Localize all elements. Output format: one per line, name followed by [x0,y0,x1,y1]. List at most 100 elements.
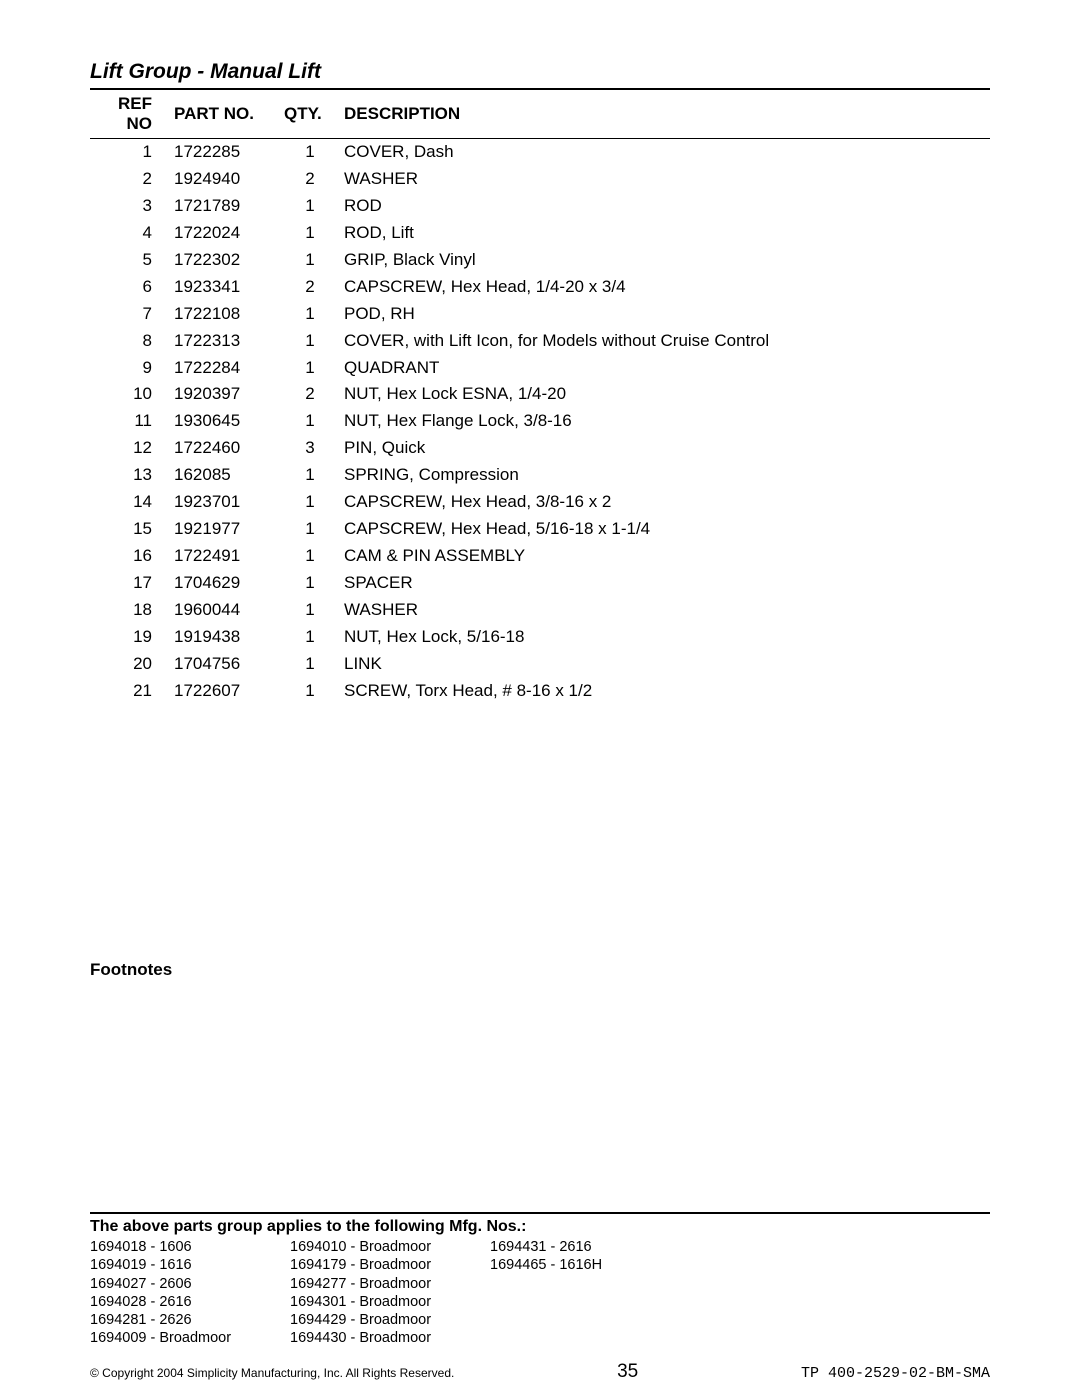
cell-ref: 2 [90,166,170,193]
cell-part: 1722284 [170,355,280,382]
table-row: 117222851COVER, Dash [90,139,990,166]
cell-part: 1722460 [170,435,280,462]
cell-qty: 3 [280,435,340,462]
cell-part: 1722024 [170,220,280,247]
cell-qty: 1 [280,462,340,489]
cell-desc: GRIP, Black Vinyl [340,247,990,274]
table-row: 1419237011CAPSCREW, Hex Head, 3/8-16 x 2 [90,489,990,516]
cell-ref: 7 [90,301,170,328]
cell-qty: 1 [280,489,340,516]
cell-ref: 16 [90,543,170,570]
cell-ref: 21 [90,678,170,705]
table-row: 1819600441WASHER [90,597,990,624]
page-title: Lift Group - Manual Lift [90,60,990,84]
mfg-item: 1694465 - 1616H [490,1256,690,1274]
mfg-rule [90,1212,990,1214]
mfg-item: 1694019 - 1616 [90,1256,290,1274]
cell-ref: 10 [90,381,170,408]
cell-desc: CAPSCREW, Hex Head, 5/16-18 x 1-1/4 [340,516,990,543]
cell-part: 1923341 [170,274,280,301]
mfg-item: 1694179 - Broadmoor [290,1256,490,1274]
parts-table: REF NO PART NO. QTY. DESCRIPTION 1172228… [90,92,990,705]
cell-desc: SPRING, Compression [340,462,990,489]
cell-desc: COVER, with Lift Icon, for Models withou… [340,328,990,355]
cell-ref: 9 [90,355,170,382]
cell-ref: 13 [90,462,170,489]
parts-table-header-row: REF NO PART NO. QTY. DESCRIPTION [90,92,990,139]
table-row: 1717046291SPACER [90,570,990,597]
cell-qty: 1 [280,651,340,678]
mfg-item: 1694430 - Broadmoor [290,1329,490,1347]
cell-desc: SCREW, Torx Head, # 8-16 x 1/2 [340,678,990,705]
col-part: PART NO. [170,92,280,139]
cell-desc: NUT, Hex Flange Lock, 3/8-16 [340,408,990,435]
cell-part: 1722313 [170,328,280,355]
mfg-col-3: 1694431 - 26161694465 - 1616H [490,1238,690,1347]
mfg-item: 1694431 - 2616 [490,1238,690,1256]
cell-part: 1722285 [170,139,280,166]
cell-part: 1722302 [170,247,280,274]
cell-qty: 2 [280,381,340,408]
copyright-text: © Copyright 2004 Simplicity Manufacturin… [90,1366,454,1380]
cell-qty: 1 [280,597,340,624]
cell-desc: CAPSCREW, Hex Head, 3/8-16 x 2 [340,489,990,516]
cell-qty: 1 [280,408,340,435]
cell-ref: 15 [90,516,170,543]
cell-desc: SPACER [340,570,990,597]
table-row: 1919194381NUT, Hex Lock, 5/16-18 [90,624,990,651]
cell-ref: 3 [90,193,170,220]
cell-ref: 6 [90,274,170,301]
cell-qty: 1 [280,543,340,570]
footnotes-section: Footnotes [90,960,990,1070]
table-row: 817223131COVER, with Lift Icon, for Mode… [90,328,990,355]
cell-part: 1722108 [170,301,280,328]
table-row: 1519219771CAPSCREW, Hex Head, 5/16-18 x … [90,516,990,543]
cell-qty: 1 [280,139,340,166]
cell-qty: 1 [280,624,340,651]
cell-desc: CAPSCREW, Hex Head, 1/4-20 x 3/4 [340,274,990,301]
table-row: 517223021GRIP, Black Vinyl [90,247,990,274]
cell-qty: 1 [280,247,340,274]
mfg-col-1: 1694018 - 16061694019 - 16161694027 - 26… [90,1238,290,1347]
cell-ref: 4 [90,220,170,247]
table-row: 1119306451NUT, Hex Flange Lock, 3/8-16 [90,408,990,435]
cell-part: 1930645 [170,408,280,435]
mfg-section: The above parts group applies to the fol… [90,1212,990,1347]
cell-part: 1722607 [170,678,280,705]
mfg-item: 1694009 - Broadmoor [90,1329,290,1347]
cell-ref: 11 [90,408,170,435]
cell-desc: QUADRANT [340,355,990,382]
table-row: 219249402WASHER [90,166,990,193]
cell-desc: COVER, Dash [340,139,990,166]
cell-desc: NUT, Hex Lock ESNA, 1/4-20 [340,381,990,408]
cell-qty: 1 [280,678,340,705]
table-row: 417220241ROD, Lift [90,220,990,247]
table-row: 917222841QUADRANT [90,355,990,382]
footnotes-title: Footnotes [90,960,990,980]
mfg-item: 1694028 - 2616 [90,1293,290,1311]
cell-part: 1924940 [170,166,280,193]
cell-desc: NUT, Hex Lock, 5/16-18 [340,624,990,651]
mfg-item: 1694429 - Broadmoor [290,1311,490,1329]
cell-ref: 18 [90,597,170,624]
table-row: 1217224603PIN, Quick [90,435,990,462]
cell-ref: 20 [90,651,170,678]
document-code: TP 400-2529-02-BM-SMA [801,1365,990,1382]
cell-part: 1921977 [170,516,280,543]
mfg-item: 1694277 - Broadmoor [290,1275,490,1293]
cell-qty: 1 [280,516,340,543]
cell-desc: LINK [340,651,990,678]
cell-desc: WASHER [340,166,990,193]
col-desc: DESCRIPTION [340,92,990,139]
col-qty: QTY. [280,92,340,139]
cell-desc: ROD [340,193,990,220]
cell-desc: ROD, Lift [340,220,990,247]
cell-desc: PIN, Quick [340,435,990,462]
cell-part: 1923701 [170,489,280,516]
cell-part: 1704756 [170,651,280,678]
page: Lift Group - Manual Lift REF NO PART NO.… [0,0,1080,1397]
mfg-title: The above parts group applies to the fol… [90,1218,990,1236]
mfg-list: 1694018 - 16061694019 - 16161694027 - 26… [90,1238,990,1347]
cell-ref: 19 [90,624,170,651]
cell-qty: 2 [280,166,340,193]
